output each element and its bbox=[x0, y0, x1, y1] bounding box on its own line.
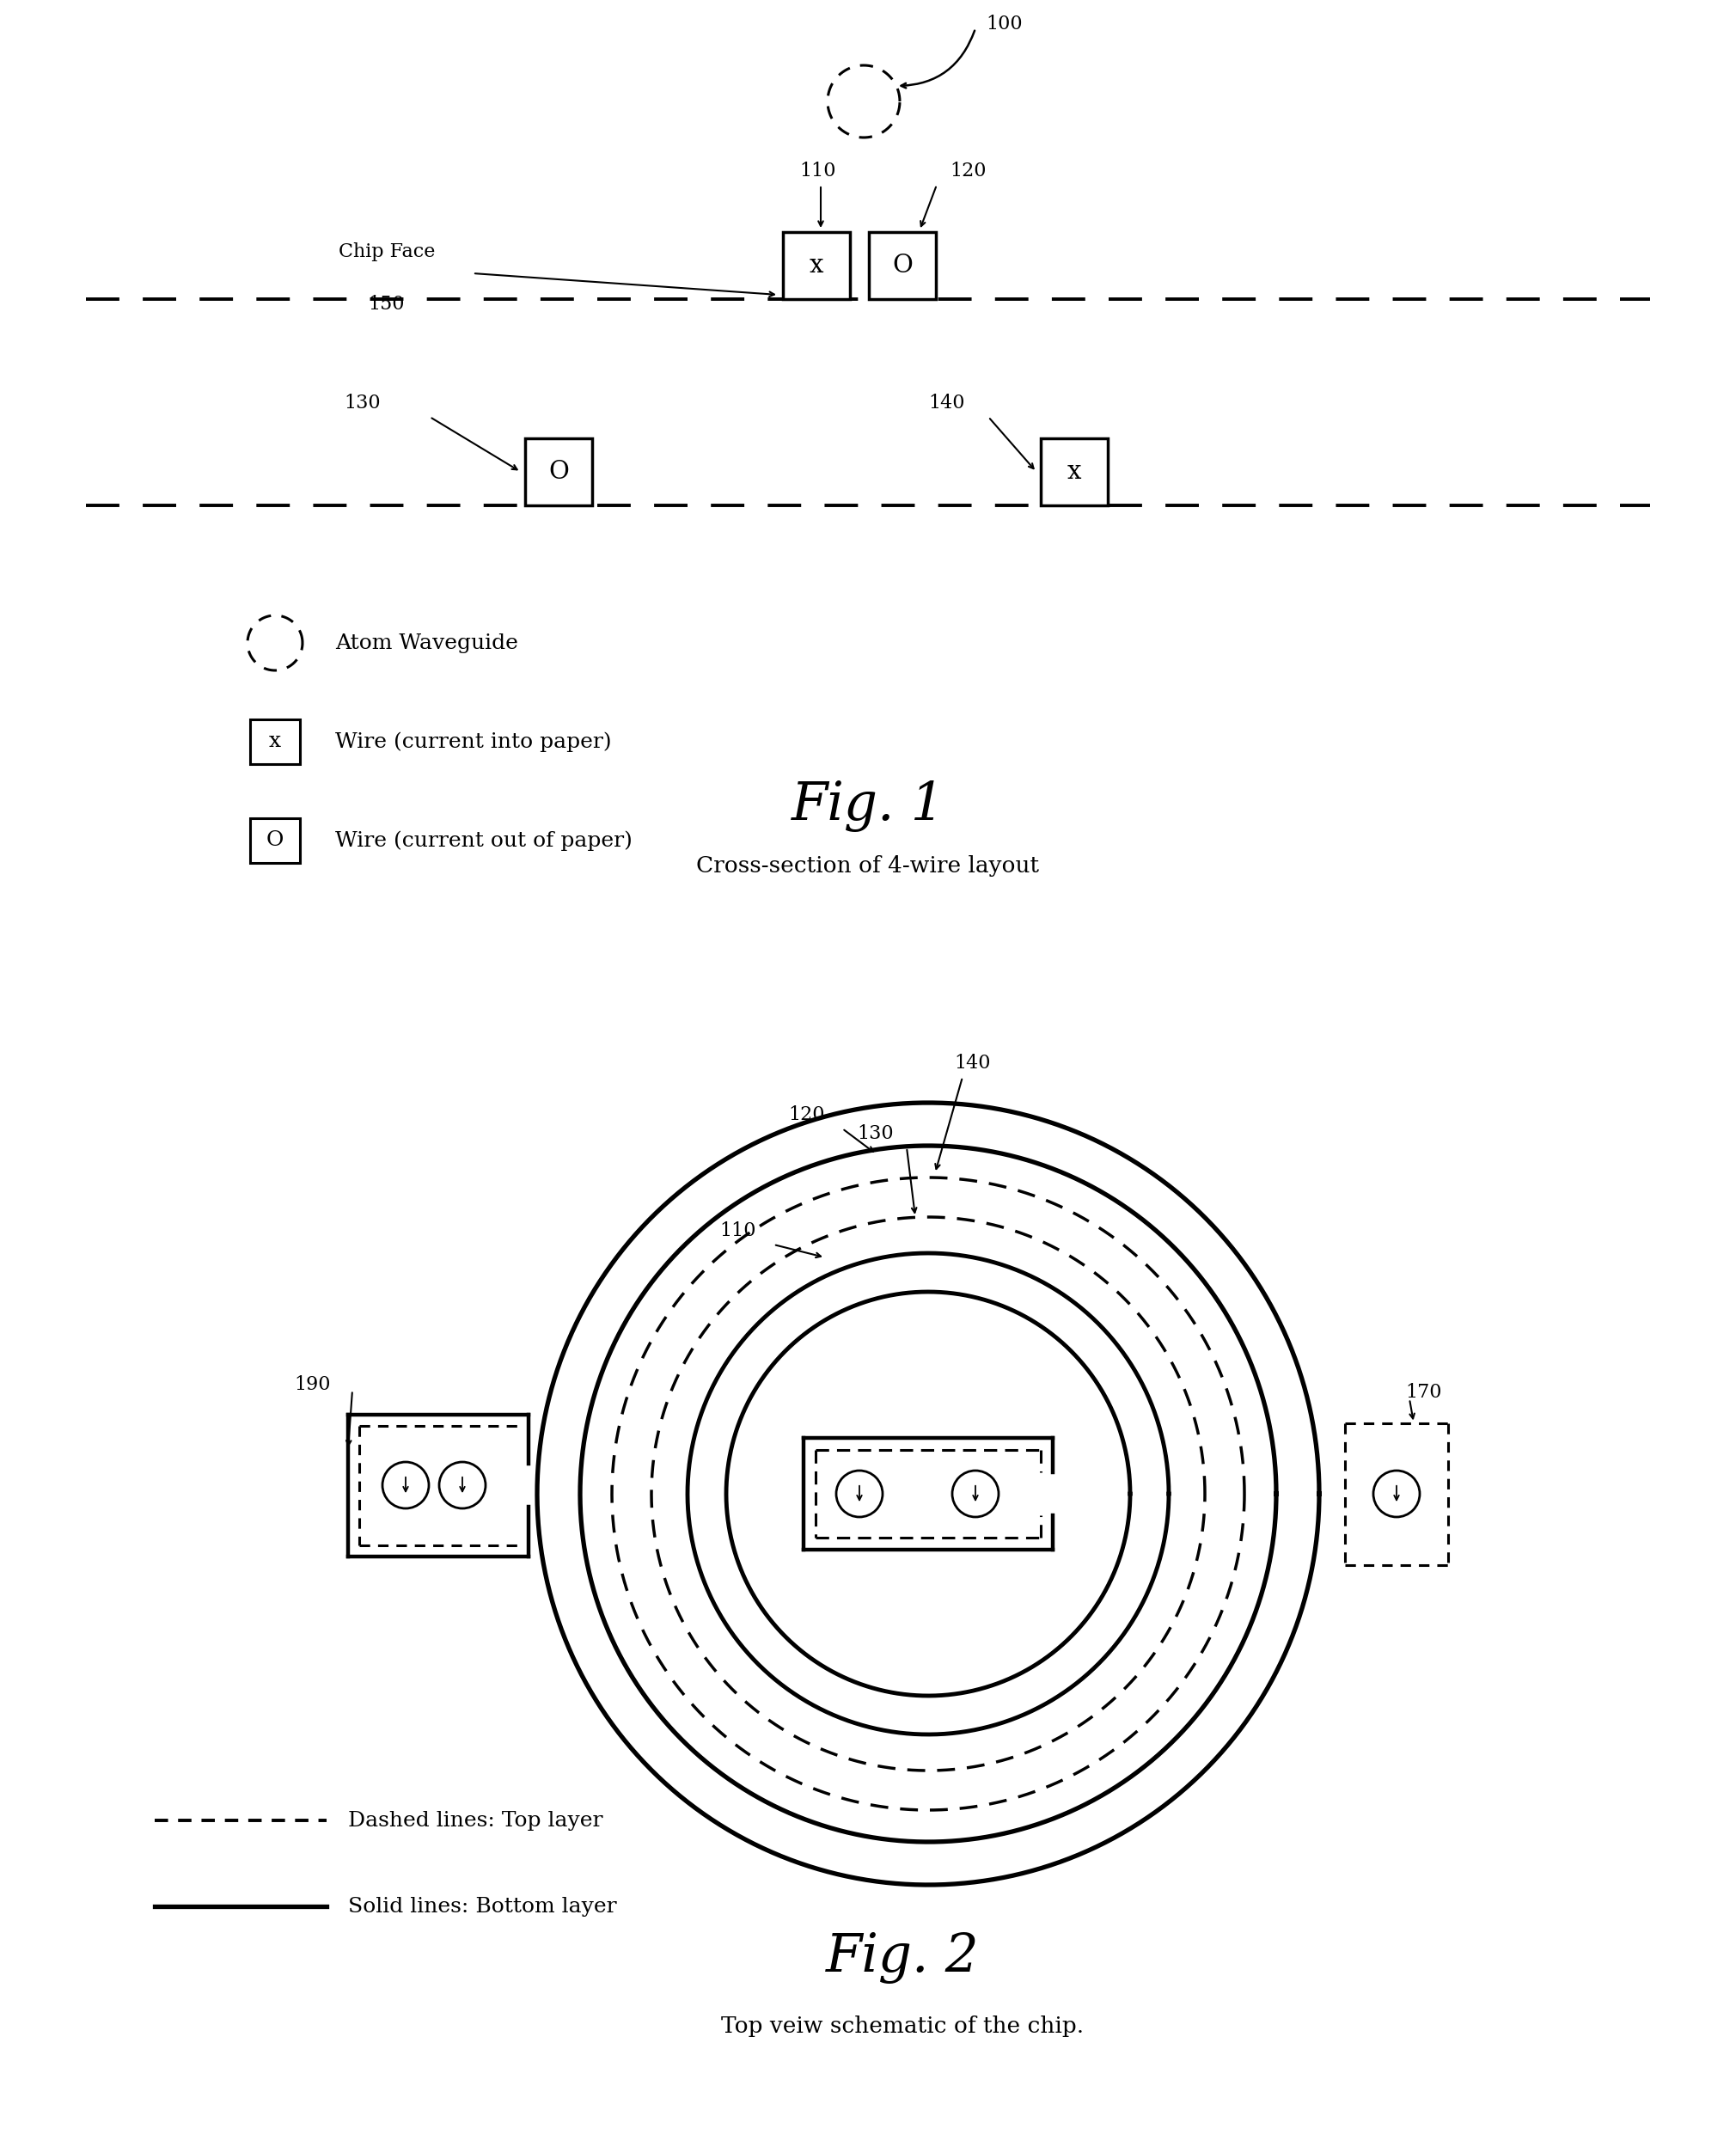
Text: 130: 130 bbox=[858, 1125, 894, 1142]
Text: Fig. 2: Fig. 2 bbox=[826, 1932, 979, 1984]
Text: Dashed lines: Top layer: Dashed lines: Top layer bbox=[347, 1810, 602, 1829]
Bar bbox=[250, 818, 300, 863]
Text: 150: 150 bbox=[368, 294, 404, 313]
Text: 120: 120 bbox=[788, 1106, 825, 1125]
Text: 140: 140 bbox=[929, 393, 965, 412]
Text: x: x bbox=[1068, 459, 1082, 483]
Text: Solid lines: Bottom layer: Solid lines: Bottom layer bbox=[347, 1896, 616, 1917]
Text: 190: 190 bbox=[295, 1374, 332, 1393]
Text: O: O bbox=[892, 253, 913, 277]
Text: 110: 110 bbox=[720, 1222, 757, 1241]
Text: O: O bbox=[549, 459, 569, 483]
Text: Top veiw schematic of the chip.: Top veiw schematic of the chip. bbox=[720, 2016, 1083, 2038]
Text: x: x bbox=[269, 732, 281, 751]
Text: Wire (current into paper): Wire (current into paper) bbox=[335, 732, 611, 751]
Bar bbox=[783, 232, 851, 298]
Text: 100: 100 bbox=[986, 15, 1023, 34]
Text: 130: 130 bbox=[344, 393, 380, 412]
Bar bbox=[524, 438, 592, 505]
Text: 110: 110 bbox=[799, 161, 835, 180]
Text: Cross-section of 4-wire layout: Cross-section of 4-wire layout bbox=[696, 857, 1040, 878]
Bar bbox=[868, 232, 936, 298]
Text: Fig. 1: Fig. 1 bbox=[792, 779, 944, 833]
Text: Chip Face: Chip Face bbox=[339, 243, 436, 262]
Bar bbox=[1042, 438, 1108, 505]
Text: 170: 170 bbox=[1404, 1383, 1441, 1402]
Text: Wire (current out of paper): Wire (current out of paper) bbox=[335, 831, 632, 850]
Text: O: O bbox=[266, 831, 283, 850]
Text: 120: 120 bbox=[950, 161, 986, 180]
Text: 140: 140 bbox=[955, 1054, 991, 1074]
Bar bbox=[250, 719, 300, 764]
Text: x: x bbox=[809, 253, 823, 277]
Text: Atom Waveguide: Atom Waveguide bbox=[335, 633, 517, 653]
